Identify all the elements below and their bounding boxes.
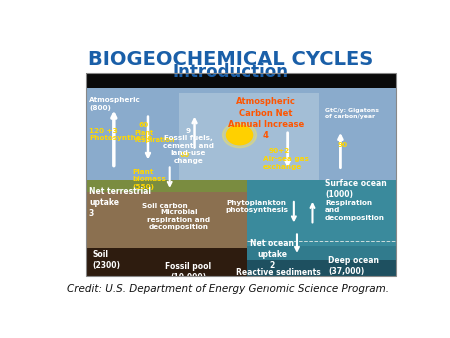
Text: Soil
(2300): Soil (2300) <box>92 250 120 270</box>
Bar <box>248 246 396 260</box>
Text: Atmospheric
Carbon Net
Annual Increase
4: Atmospheric Carbon Net Annual Increase 4 <box>228 97 304 140</box>
Text: Reactive sediments
(6000): Reactive sediments (6000) <box>236 268 321 288</box>
Text: Phytoplankton
photosynthesis: Phytoplankton photosynthesis <box>225 200 288 214</box>
Text: 90+2: 90+2 <box>269 148 290 154</box>
Bar <box>248 260 396 276</box>
Text: 60: 60 <box>139 122 149 128</box>
Bar <box>179 93 319 185</box>
Bar <box>86 192 248 248</box>
Text: Soil carbon: Soil carbon <box>142 203 188 209</box>
Bar <box>86 73 396 88</box>
Text: BIOGEOCHEMICAL CYCLES: BIOGEOCHEMICAL CYCLES <box>88 50 373 69</box>
Text: 120 +3
Photosynthesis: 120 +3 Photosynthesis <box>89 128 152 141</box>
Text: Atmospheric
(800): Atmospheric (800) <box>89 97 141 111</box>
Text: Surface ocean
(1000): Surface ocean (1000) <box>325 179 387 199</box>
Text: Plant
respiration: Plant respiration <box>134 130 175 143</box>
Text: Microbial
respiration and
decomposition: Microbial respiration and decomposition <box>148 209 211 230</box>
Text: Deep ocean
(37,000): Deep ocean (37,000) <box>328 256 379 276</box>
Text: 60: 60 <box>179 152 189 158</box>
Bar <box>86 88 396 276</box>
Text: Credit: U.S. Department of Energy Genomic Science Program.: Credit: U.S. Department of Energy Genomi… <box>67 284 389 294</box>
Text: Respiration
and
decomposition: Respiration and decomposition <box>325 200 385 221</box>
Bar <box>86 180 248 192</box>
Text: GtC/y: Gigatons
of carbon/year: GtC/y: Gigatons of carbon/year <box>325 107 379 119</box>
Text: Air-sea gas
exchange: Air-sea gas exchange <box>263 156 309 170</box>
Bar <box>86 248 248 276</box>
Text: Plant
biomass
(550): Plant biomass (550) <box>132 169 166 190</box>
Text: Net ocean
uptake
2: Net ocean uptake 2 <box>250 239 294 270</box>
Text: Fossil pool
(10,000): Fossil pool (10,000) <box>165 262 212 282</box>
Text: 90: 90 <box>338 142 347 148</box>
Text: Net terrestrial
uptake
3: Net terrestrial uptake 3 <box>89 187 151 218</box>
Circle shape <box>226 125 252 145</box>
Text: Introduction: Introduction <box>173 63 288 81</box>
Bar <box>248 180 396 260</box>
Circle shape <box>223 122 256 148</box>
Text: 9
Fossil fuels,
cement, and
land-use
change: 9 Fossil fuels, cement, and land-use cha… <box>163 128 214 164</box>
Bar <box>86 73 396 276</box>
